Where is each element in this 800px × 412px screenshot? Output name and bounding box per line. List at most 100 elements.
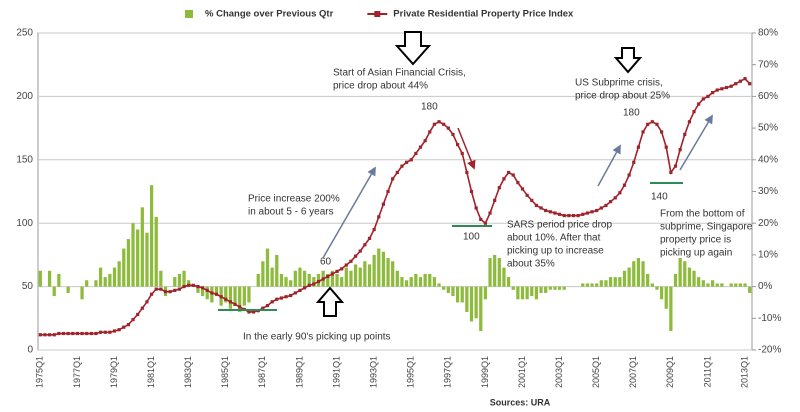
bar — [460, 286, 464, 303]
bar — [358, 267, 362, 287]
y2-tick-label: 10% — [758, 250, 778, 261]
y2-tick-label: 40% — [758, 154, 778, 165]
point-marker — [261, 306, 265, 310]
bar — [85, 280, 89, 287]
point-marker — [265, 304, 270, 308]
point-marker — [98, 330, 103, 334]
x-tick-label: 1975Q1 — [35, 356, 45, 388]
bar — [293, 270, 297, 287]
bar — [599, 280, 603, 287]
x-tick-label: 1993Q1 — [369, 356, 379, 388]
bar — [404, 280, 409, 287]
bar — [511, 286, 515, 290]
bar — [414, 273, 418, 287]
annotation: 60 — [320, 257, 332, 268]
point-marker — [502, 177, 506, 181]
bar — [539, 286, 543, 293]
legend-label: Private Residential Property Price Index — [393, 9, 574, 20]
bar — [177, 273, 182, 287]
point-marker — [187, 283, 191, 287]
bar — [335, 273, 339, 287]
x-tick-label: 1985Q1 — [220, 356, 230, 388]
bar — [279, 273, 284, 287]
bar — [377, 248, 381, 287]
point-marker — [497, 186, 501, 190]
bar — [214, 286, 219, 297]
down-arrow — [394, 31, 432, 66]
point-marker — [210, 291, 214, 295]
point-marker — [270, 300, 274, 304]
point-marker — [738, 79, 743, 83]
x-tick-label: 1989Q1 — [294, 356, 304, 388]
point-marker — [302, 286, 307, 290]
bar — [94, 280, 98, 287]
bar — [149, 185, 154, 287]
point-marker — [618, 191, 622, 195]
point-marker — [279, 296, 284, 300]
point-marker — [701, 97, 705, 101]
bar — [418, 277, 423, 287]
bar — [641, 261, 645, 287]
point-marker — [544, 208, 548, 213]
annotation: about 35% — [507, 259, 555, 270]
point-marker — [251, 310, 256, 314]
bar — [590, 283, 594, 287]
annotation: picking up to increase — [507, 246, 604, 257]
point-marker — [706, 94, 710, 98]
point-marker — [126, 323, 131, 327]
point-marker — [595, 208, 599, 213]
bar — [442, 286, 446, 290]
point-marker — [228, 300, 233, 304]
x-tick-label: 1987Q1 — [257, 356, 267, 388]
bar — [224, 286, 228, 303]
bar — [437, 283, 441, 287]
annotation: Price increase 200% — [248, 194, 340, 205]
point-marker — [692, 110, 696, 114]
bar — [117, 261, 121, 287]
bar — [516, 286, 520, 300]
point-marker — [112, 329, 117, 333]
bar — [729, 283, 733, 287]
point-marker — [214, 292, 219, 296]
up-arrow — [315, 286, 345, 317]
bar — [187, 280, 191, 287]
y2-tick-label: 20% — [758, 218, 778, 229]
point-marker — [122, 325, 126, 329]
bar — [395, 270, 399, 287]
trend-arrow — [322, 166, 376, 259]
point-marker — [275, 297, 279, 301]
bar — [52, 286, 56, 297]
point-marker — [673, 164, 678, 168]
point-marker — [38, 333, 42, 337]
bar — [242, 286, 246, 306]
bar — [738, 283, 743, 287]
point-marker — [238, 305, 242, 309]
point-marker — [330, 272, 335, 276]
point-marker — [451, 132, 455, 137]
y2-tick-label: 50% — [758, 123, 778, 134]
bar — [386, 258, 390, 287]
point-marker — [460, 151, 464, 156]
point-marker — [428, 130, 432, 134]
bar — [655, 286, 659, 290]
bar — [465, 286, 469, 312]
point-marker — [664, 145, 668, 149]
point-marker — [386, 189, 390, 194]
bar — [372, 254, 376, 287]
point-marker — [200, 286, 205, 290]
point-marker — [525, 193, 529, 197]
point-marker — [474, 206, 478, 210]
y2-tick-label: 30% — [758, 186, 778, 197]
point-marker — [627, 173, 631, 177]
bar — [734, 283, 738, 287]
bar — [432, 277, 437, 287]
point-marker — [247, 310, 251, 314]
decorations — [218, 31, 713, 317]
bar — [228, 286, 233, 309]
point-marker — [177, 287, 182, 291]
point-marker — [414, 151, 418, 156]
y-tick-label: 0 — [27, 345, 33, 356]
legend-swatch — [185, 10, 193, 18]
point-marker — [293, 291, 297, 295]
